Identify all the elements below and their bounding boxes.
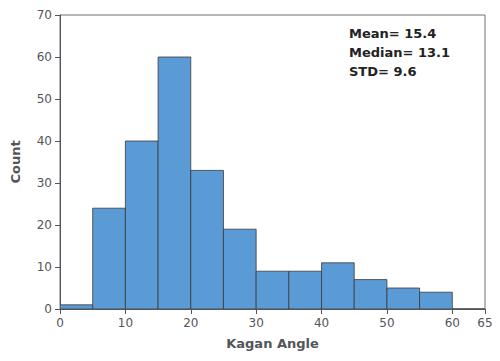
svg-text:10: 10 <box>37 260 52 274</box>
svg-text:Kagan Angle: Kagan Angle <box>226 336 319 351</box>
svg-text:0: 0 <box>44 302 52 316</box>
svg-text:Median= 13.1: Median= 13.1 <box>349 45 450 60</box>
svg-text:60: 60 <box>37 50 52 64</box>
svg-text:30: 30 <box>249 316 264 330</box>
svg-text:50: 50 <box>379 316 394 330</box>
svg-text:30: 30 <box>37 176 52 190</box>
svg-text:50: 50 <box>37 92 52 106</box>
svg-text:Mean= 15.4: Mean= 15.4 <box>349 26 436 41</box>
svg-text:10: 10 <box>118 316 133 330</box>
svg-text:20: 20 <box>183 316 198 330</box>
svg-text:0: 0 <box>56 316 64 330</box>
svg-text:40: 40 <box>37 134 52 148</box>
svg-text:60: 60 <box>445 316 460 330</box>
svg-text:Count: Count <box>8 140 23 183</box>
svg-text:STD= 9.6: STD= 9.6 <box>349 64 416 79</box>
svg-text:20: 20 <box>37 218 52 232</box>
svg-text:70: 70 <box>37 8 52 22</box>
svg-text:40: 40 <box>314 316 329 330</box>
svg-text:65: 65 <box>477 316 492 330</box>
